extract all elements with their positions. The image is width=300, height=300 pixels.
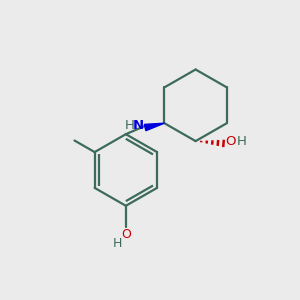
Text: N: N [133, 119, 144, 132]
Text: H: H [236, 135, 246, 148]
Text: H: H [113, 237, 122, 250]
Text: O: O [121, 228, 131, 242]
Text: H: H [124, 119, 134, 132]
Polygon shape [144, 123, 164, 131]
Text: O: O [225, 135, 236, 148]
